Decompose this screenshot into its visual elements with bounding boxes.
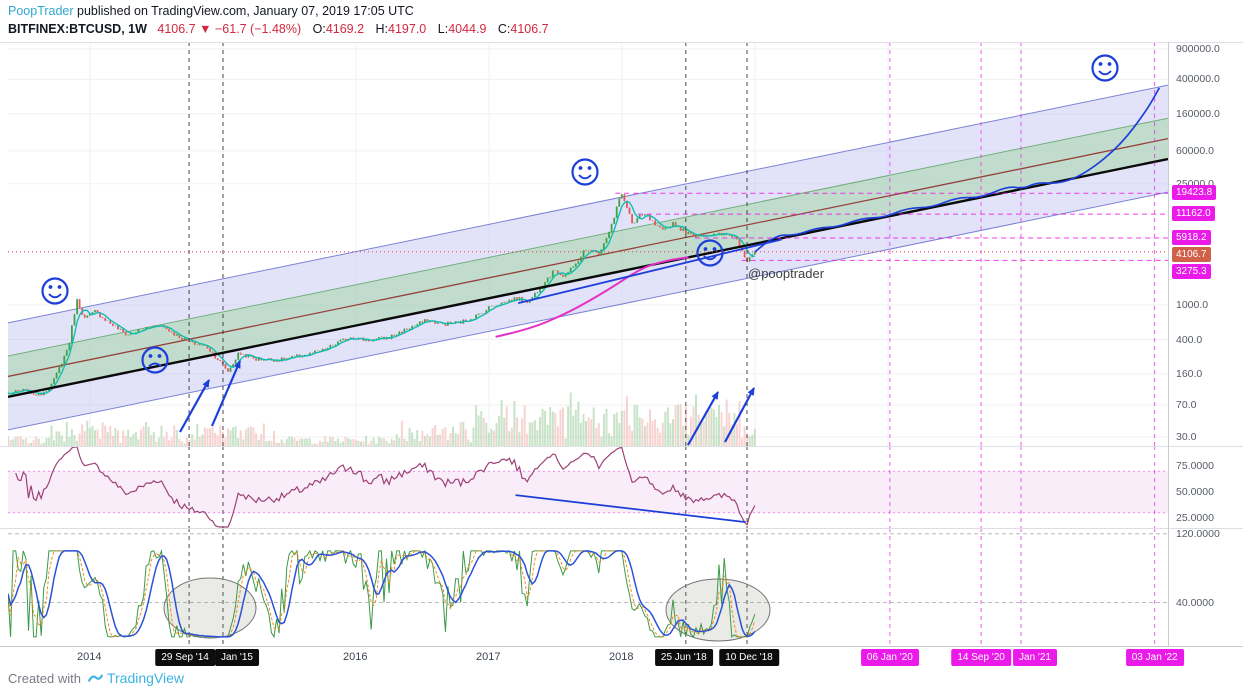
rsi-pane[interactable] bbox=[8, 446, 1168, 528]
rsi-axis-tick: 75.0000 bbox=[1176, 460, 1214, 472]
stoch-axis-tick: 40.0000 bbox=[1176, 596, 1214, 609]
stoch-smooth-line bbox=[8, 550, 756, 638]
created-with-text: Created with bbox=[8, 670, 81, 686]
publish-header: PoopTrader published on TradingView.com,… bbox=[8, 4, 414, 18]
smiley-happy-annotation[interactable] bbox=[696, 239, 724, 267]
event-date-label: Jan '15 bbox=[215, 649, 259, 666]
pink-ma-line bbox=[495, 256, 689, 338]
low-value: 4044.9 bbox=[448, 22, 487, 36]
price-axis-tick: 160.0 bbox=[1176, 368, 1203, 380]
price-level-label: 3275.3 bbox=[1172, 264, 1211, 280]
up-arrow-annotation[interactable] bbox=[687, 391, 719, 446]
author-link[interactable]: PoopTrader bbox=[8, 4, 74, 18]
footer: Created with TradingView bbox=[8, 668, 184, 688]
price-axis-tick: 900000.0 bbox=[1176, 42, 1220, 55]
price-axis-tick: 60000.0 bbox=[1176, 144, 1214, 157]
price-level-label: 19423.8 bbox=[1172, 185, 1217, 201]
time-axis-year: 2016 bbox=[342, 651, 368, 663]
tradingview-brand-text: TradingView bbox=[106, 670, 185, 686]
price-axis-tick: 70.0 bbox=[1176, 399, 1197, 412]
event-date-label: 25 Jun '18 bbox=[654, 649, 713, 666]
close-value: 4106.7 bbox=[510, 22, 549, 36]
up-arrow-annotation[interactable] bbox=[724, 387, 755, 443]
price-pane[interactable]: @pooptrader bbox=[8, 42, 1168, 446]
rsi-band bbox=[8, 471, 1168, 513]
stoch-axis-tick: 120.0000 bbox=[1176, 527, 1220, 540]
price-level-label: 5918.2 bbox=[1172, 230, 1211, 246]
teal-ma-line bbox=[8, 200, 755, 395]
price-axis-tick: 400.0 bbox=[1176, 333, 1203, 346]
tradingview-logo[interactable]: TradingView bbox=[87, 670, 184, 687]
up-arrow-annotation[interactable] bbox=[210, 360, 242, 427]
smiley-happy-annotation[interactable] bbox=[571, 158, 599, 186]
time-axis[interactable]: 2014 2016 2017 2018 29 Sep '14 Jan '15 25 Jun … bbox=[0, 646, 1243, 669]
price-axis-tick: 1000.0 bbox=[1176, 299, 1209, 311]
black-trendline[interactable] bbox=[8, 157, 1168, 399]
rsi-axis-tick: 25.0000 bbox=[1176, 512, 1214, 524]
pane-separator-stoch bbox=[0, 528, 1243, 529]
low-label: L: bbox=[437, 22, 449, 36]
change-direction-icon: ▼ bbox=[199, 22, 212, 36]
channel-center-line bbox=[8, 137, 1168, 378]
high-label: H: bbox=[375, 22, 389, 36]
future-date-label: Jan '21 bbox=[1013, 649, 1057, 666]
open-label: O: bbox=[312, 22, 326, 36]
tradingview-logo-icon bbox=[88, 674, 103, 682]
stoch-k-line bbox=[8, 548, 756, 639]
open-value: 4169.2 bbox=[325, 22, 365, 36]
stoch-d-line bbox=[8, 550, 756, 638]
high-value: 4197.0 bbox=[388, 22, 427, 36]
pane-separator-top bbox=[0, 42, 1243, 43]
time-axis-year: 2018 bbox=[608, 651, 634, 663]
support-trendline[interactable] bbox=[518, 238, 782, 305]
future-date-label: 14 Sep '20 bbox=[951, 649, 1011, 666]
rsi-trendline[interactable] bbox=[515, 494, 746, 524]
price-axis-tick: 30.0 bbox=[1176, 431, 1197, 444]
smiley-sad-annotation[interactable] bbox=[141, 346, 169, 374]
symbol-header: BITFINEX:BTCUSD, 1W 4106.7 ▼ −61.7 (−1.4… bbox=[8, 22, 549, 36]
future-date-label: 06 Jan '20 bbox=[860, 649, 919, 666]
up-arrow-annotation[interactable] bbox=[179, 379, 210, 433]
price-axis[interactable]: 900000.0 400000.0 160000.0 60000.0 25000.0 10… bbox=[1168, 42, 1243, 646]
pane-separator-rsi bbox=[0, 446, 1243, 447]
event-date-label: 10 Dec '18 bbox=[719, 649, 779, 666]
author-handle-annotation: @pooptrader bbox=[748, 266, 825, 281]
price-axis-tick: 400000.0 bbox=[1176, 73, 1220, 86]
time-axis-year: 2014 bbox=[76, 651, 102, 663]
time-axis-year: 2017 bbox=[475, 651, 501, 663]
stoch-pane[interactable] bbox=[8, 528, 1168, 646]
rsi-line bbox=[15, 446, 756, 528]
price-change: −61.7 (−1.48%) bbox=[214, 22, 302, 36]
close-label: C: bbox=[497, 22, 511, 36]
highlight-ellipse[interactable] bbox=[163, 577, 257, 639]
rsi-axis-tick: 50.0000 bbox=[1176, 486, 1214, 498]
price-level-label: 11162.0 bbox=[1172, 206, 1215, 222]
publish-info-text: published on TradingView.com, January 07… bbox=[73, 4, 414, 18]
symbol-title[interactable]: BITFINEX:BTCUSD, 1W bbox=[8, 22, 147, 36]
volume-bars-up bbox=[8, 392, 756, 446]
future-date-label: 03 Jan '22 bbox=[1125, 649, 1184, 666]
last-price: 4106.7 bbox=[157, 22, 196, 36]
current-price-label: 4106.7 bbox=[1172, 247, 1211, 263]
smiley-happy-annotation[interactable] bbox=[41, 277, 69, 305]
price-axis-tick: 160000.0 bbox=[1176, 107, 1220, 120]
projection-path[interactable] bbox=[754, 87, 1161, 253]
event-date-label: 29 Sep '14 bbox=[155, 649, 215, 666]
smiley-happy-annotation[interactable] bbox=[1091, 54, 1119, 82]
